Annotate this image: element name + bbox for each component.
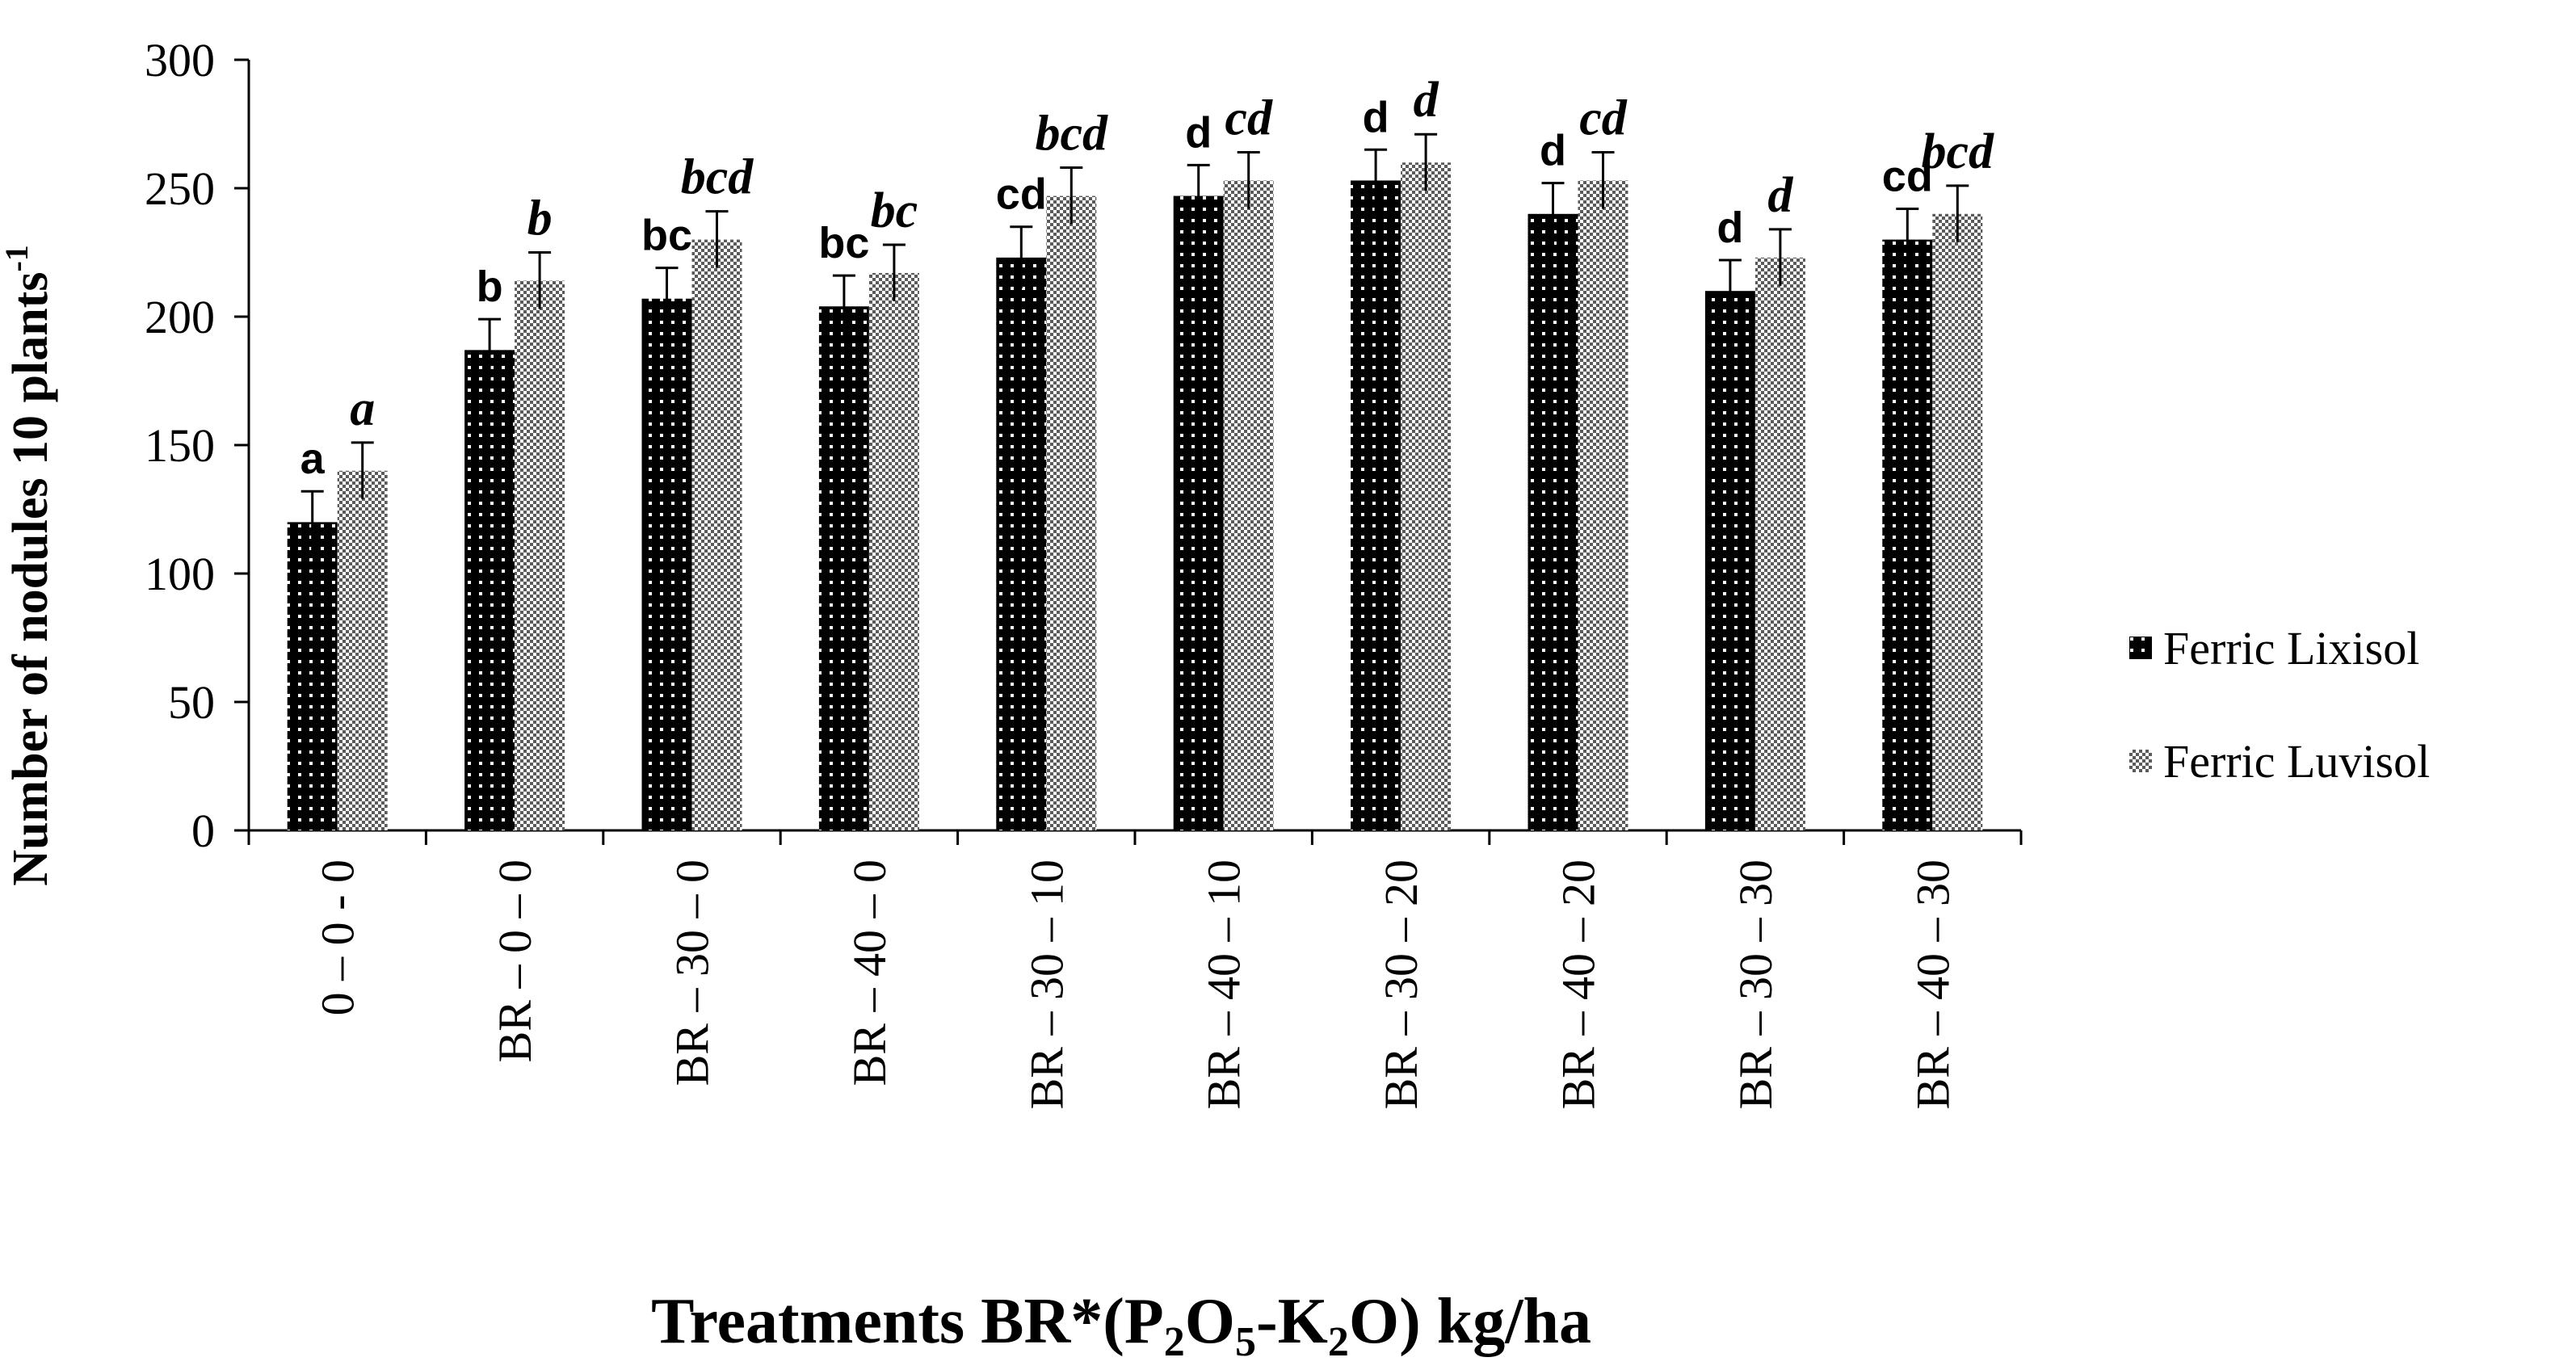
bar-ferric-lixisol	[641, 298, 692, 830]
legend-swatch-ferric-luvisol	[2129, 750, 2152, 772]
bar-ferric-lixisol	[1528, 213, 1578, 830]
y-tick-label: 150	[145, 419, 215, 472]
significance-label: d	[1363, 93, 1389, 141]
bar-ferric-luvisol	[1401, 162, 1452, 830]
significance-label: bcd	[681, 150, 754, 205]
bar-ferric-lixisol	[996, 257, 1047, 830]
bar-ferric-lixisol	[818, 306, 869, 830]
bar-ferric-luvisol	[1754, 257, 1805, 830]
y-tick-label: 100	[145, 548, 215, 600]
significance-label: d	[1540, 127, 1566, 175]
significance-label: b	[527, 191, 553, 246]
x-tick-label: 0 – 0 - 0	[312, 859, 364, 1015]
significance-label: bc	[871, 183, 918, 238]
bar-ferric-luvisol	[1932, 213, 1983, 830]
bar-ferric-lixisol	[287, 522, 338, 830]
significance-label: bcd	[1036, 107, 1109, 162]
significance-label: cd	[996, 170, 1047, 219]
bar-ferric-luvisol	[515, 280, 565, 831]
legend-label-ferric-lixisol: Ferric Lixisol	[2163, 622, 2419, 674]
bar-ferric-luvisol	[868, 272, 919, 830]
x-axis-title: Treatments BR*(P2O5-K2O) kg/ha	[651, 1286, 1591, 1365]
y-axis: 0 50 100 150 200 250 300	[145, 34, 250, 857]
significance-label: d	[1717, 204, 1743, 252]
x-tick-label: BR – 40 – 20	[1553, 859, 1605, 1109]
significance-label: d	[1414, 73, 1439, 128]
significance-label: cd	[1882, 152, 1933, 200]
bar-ferric-luvisol	[337, 470, 388, 830]
bar-ferric-luvisol	[691, 239, 742, 831]
x-axis	[247, 829, 2023, 845]
legend-swatch-ferric-lixisol	[2129, 637, 2152, 659]
x-tick-label: BR – 40 – 10	[1198, 859, 1250, 1109]
x-tick-label: BR – 0 – 0	[489, 859, 541, 1062]
bar-ferric-lixisol	[1351, 180, 1401, 830]
x-tick-label: BR – 30 – 20	[1375, 859, 1427, 1109]
significance-label: a	[300, 435, 326, 483]
bar-ferric-lixisol	[1173, 195, 1224, 831]
y-tick-label: 250	[145, 162, 215, 215]
legend: Ferric Lixisol Ferric Luvisol	[2129, 622, 2430, 788]
bar-ferric-luvisol	[1223, 180, 1274, 830]
bar-ferric-lixisol	[464, 350, 515, 831]
bar-ferric-luvisol	[1578, 180, 1628, 830]
significance-label: bc	[818, 219, 869, 267]
x-tick-labels: 0 – 0 - 0 BR – 0 – 0 BR – 30 – 0 BR – 40 – …	[312, 859, 1960, 1109]
x-tick-label: BR – 30 – 0	[666, 859, 719, 1086]
x-tick-label: BR – 30 – 30	[1729, 859, 1782, 1109]
legend-label-ferric-luvisol: Ferric Luvisol	[2163, 735, 2430, 788]
significance-label: b	[477, 263, 503, 311]
bar-ferric-luvisol	[1046, 195, 1097, 831]
significance-label: bcd	[1922, 124, 1995, 179]
x-tick-label: BR – 40 – 30	[1906, 859, 1959, 1109]
y-tick-label: 0	[191, 805, 215, 857]
y-tick-label: 200	[145, 291, 215, 343]
bar-ferric-lixisol	[1882, 239, 1933, 831]
x-tick-label: BR – 30 – 10	[1020, 859, 1073, 1109]
x-tick-label: BR – 40 – 0	[843, 859, 896, 1086]
y-tick-label: 50	[168, 676, 215, 729]
significance-label: cd	[1579, 90, 1628, 145]
significance-label: cd	[1225, 90, 1273, 145]
significance-label: d	[1767, 168, 1793, 223]
significance-label: a	[350, 381, 375, 436]
y-tick-label: 300	[145, 34, 215, 86]
significance-label: d	[1185, 108, 1212, 157]
significance-label: bc	[641, 212, 692, 260]
bar-ferric-lixisol	[1704, 291, 1755, 830]
y-axis-title: Number of nodules 10 plants-1	[0, 245, 58, 886]
